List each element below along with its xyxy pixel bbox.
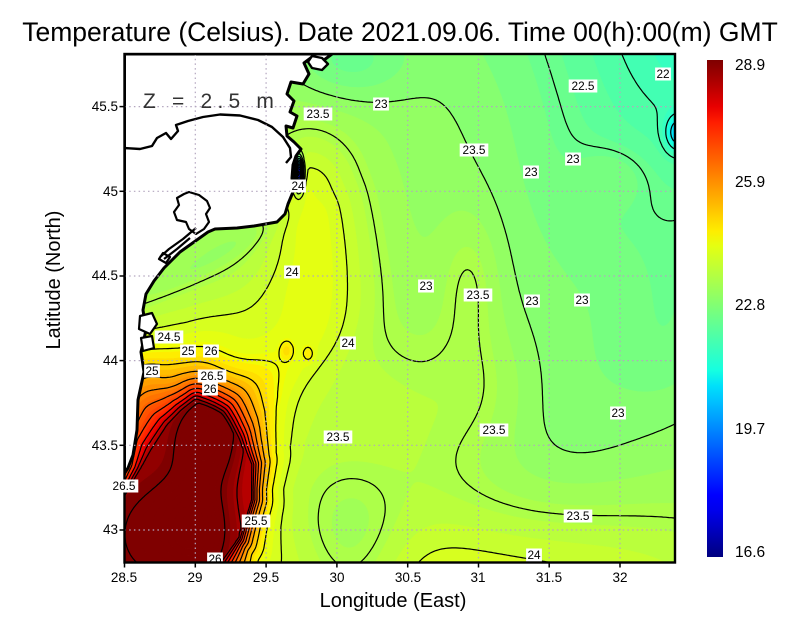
svg-text:24: 24 bbox=[285, 265, 299, 279]
svg-text:28.5: 28.5 bbox=[111, 570, 137, 585]
svg-text:23.5: 23.5 bbox=[567, 509, 590, 523]
svg-text:29: 29 bbox=[187, 570, 202, 585]
svg-text:44.5: 44.5 bbox=[92, 268, 118, 283]
svg-text:23.5: 23.5 bbox=[463, 143, 486, 157]
svg-text:22.8: 22.8 bbox=[735, 297, 765, 314]
svg-text:26.5: 26.5 bbox=[113, 479, 136, 493]
svg-text:Temperature (Celsius). Date 20: Temperature (Celsius). Date 2021.09.06. … bbox=[22, 17, 778, 47]
svg-text:26: 26 bbox=[203, 382, 217, 396]
svg-text:Latitude (North): Latitude (North) bbox=[43, 211, 65, 350]
svg-text:19.7: 19.7 bbox=[735, 421, 765, 438]
svg-text:23: 23 bbox=[566, 152, 580, 166]
svg-text:31.5: 31.5 bbox=[536, 570, 562, 585]
svg-text:23: 23 bbox=[525, 294, 539, 308]
svg-text:22: 22 bbox=[656, 67, 669, 81]
svg-text:23: 23 bbox=[419, 279, 433, 293]
svg-text:25.5: 25.5 bbox=[245, 514, 268, 528]
svg-text:45.5: 45.5 bbox=[92, 99, 118, 114]
svg-text:30.5: 30.5 bbox=[395, 570, 421, 585]
svg-text:24: 24 bbox=[527, 548, 541, 562]
svg-text:31: 31 bbox=[470, 570, 485, 585]
svg-text:30: 30 bbox=[329, 570, 344, 585]
svg-text:26: 26 bbox=[208, 552, 222, 566]
svg-text:25.9: 25.9 bbox=[735, 174, 765, 191]
svg-text:23: 23 bbox=[524, 165, 538, 179]
svg-text:23.5: 23.5 bbox=[467, 288, 490, 302]
svg-text:Longitude (East): Longitude (East) bbox=[320, 590, 467, 612]
svg-text:26: 26 bbox=[204, 344, 218, 358]
svg-text:29.5: 29.5 bbox=[253, 570, 279, 585]
svg-text:24: 24 bbox=[341, 336, 355, 350]
svg-text:Z = 2.5 m: Z = 2.5 m bbox=[143, 90, 279, 113]
svg-text:23: 23 bbox=[575, 293, 589, 307]
svg-text:23.5: 23.5 bbox=[307, 107, 330, 121]
svg-text:44: 44 bbox=[103, 353, 119, 368]
svg-text:25: 25 bbox=[145, 364, 159, 378]
svg-text:16.6: 16.6 bbox=[735, 544, 765, 561]
svg-text:23.5: 23.5 bbox=[483, 423, 506, 437]
svg-text:23: 23 bbox=[611, 406, 625, 420]
svg-text:23: 23 bbox=[374, 97, 388, 111]
svg-text:45: 45 bbox=[103, 184, 118, 199]
svg-text:28.9: 28.9 bbox=[735, 57, 765, 74]
svg-text:24: 24 bbox=[291, 179, 305, 193]
svg-text:22.5: 22.5 bbox=[572, 79, 595, 93]
svg-text:23.5: 23.5 bbox=[327, 430, 350, 444]
svg-text:26.5: 26.5 bbox=[201, 369, 224, 383]
svg-text:25: 25 bbox=[181, 344, 195, 358]
svg-text:43.5: 43.5 bbox=[92, 438, 118, 453]
svg-text:43: 43 bbox=[103, 522, 118, 537]
svg-text:24.5: 24.5 bbox=[158, 330, 181, 344]
svg-text:32: 32 bbox=[612, 570, 627, 585]
